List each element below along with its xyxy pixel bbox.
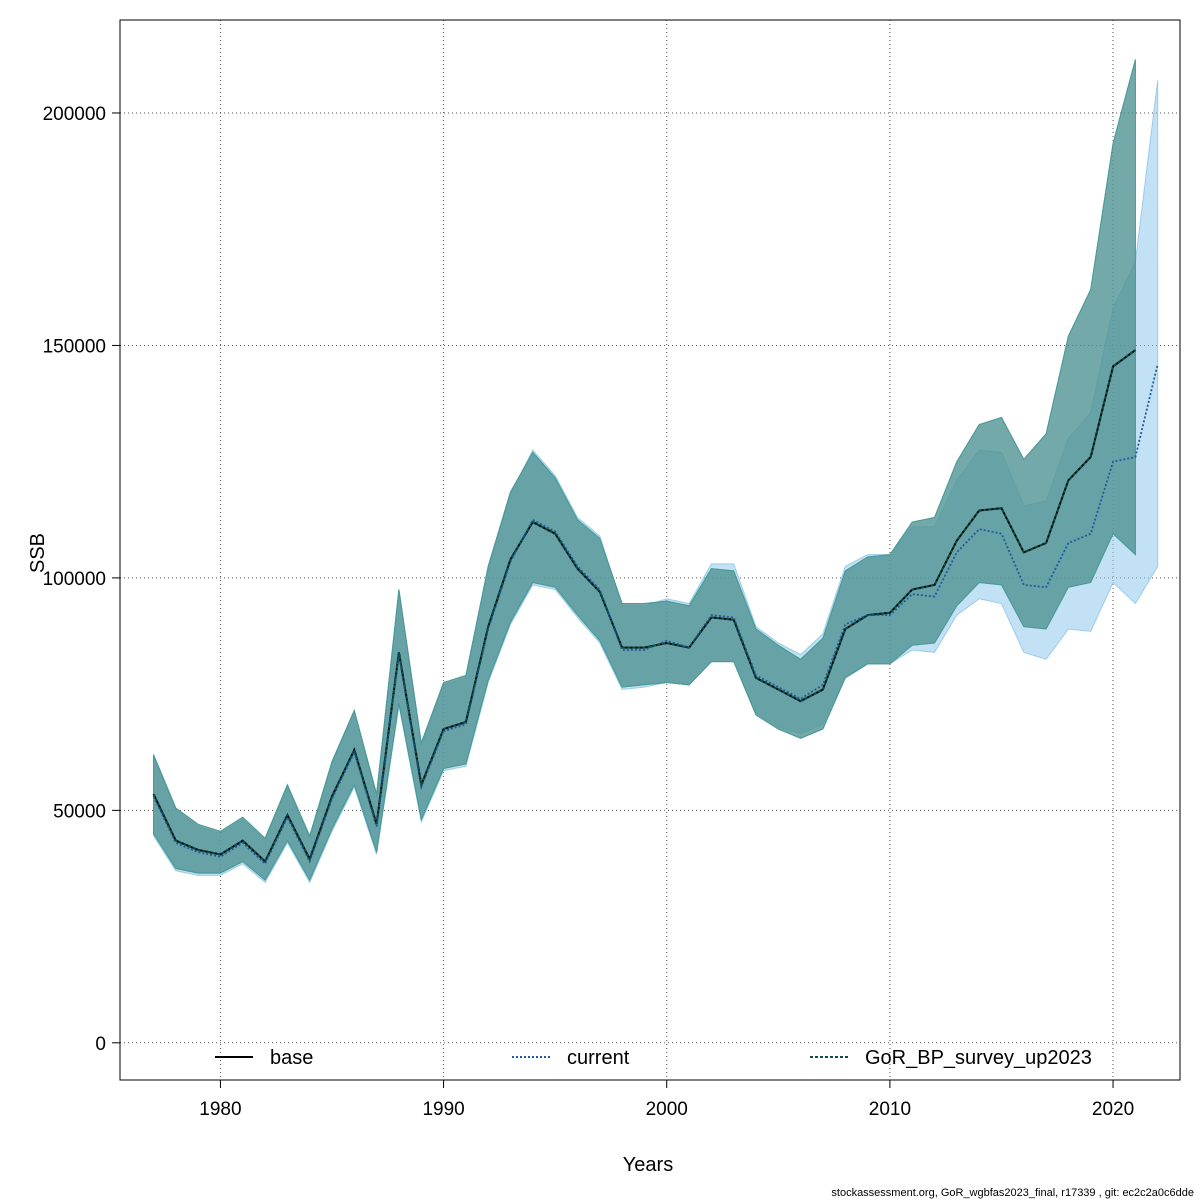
legend-label: base — [270, 1047, 313, 1069]
y-tick-label: 200000 — [43, 104, 106, 125]
y-tick-label: 150000 — [43, 336, 106, 357]
line-GoR_BP_survey_up2023 — [152, 349, 1136, 863]
series-lines — [152, 349, 1159, 866]
y-axis-title: SSB — [27, 533, 49, 573]
legend-label: current — [567, 1047, 630, 1069]
x-tick-label: 1990 — [422, 1099, 464, 1120]
axes: 1980 1990 2000 2010 2020 0 50000 100000 150000 20… — [43, 104, 1135, 1120]
y-tick-label: 50000 — [53, 801, 106, 822]
x-tick-label: 2000 — [646, 1099, 688, 1120]
x-tick-label: 1980 — [199, 1099, 241, 1120]
x-tick-label: 2020 — [1092, 1099, 1134, 1120]
plot-frame — [119, 19, 1181, 1081]
x-axis-title: Years — [623, 1154, 673, 1176]
footer-text: stockassessment.org, GoR_wgbfas2023_fina… — [831, 1187, 1194, 1199]
y-tick-label: 0 — [95, 1034, 106, 1055]
y-tick-label: 100000 — [43, 569, 106, 590]
band-GoR_BP_survey_up2023 — [153, 59, 1136, 882]
legend: base current GoR_BP_survey_up2023 — [215, 1047, 1092, 1069]
x-tick-label: 2010 — [869, 1099, 911, 1120]
legend-label: GoR_BP_survey_up2023 — [865, 1047, 1092, 1069]
